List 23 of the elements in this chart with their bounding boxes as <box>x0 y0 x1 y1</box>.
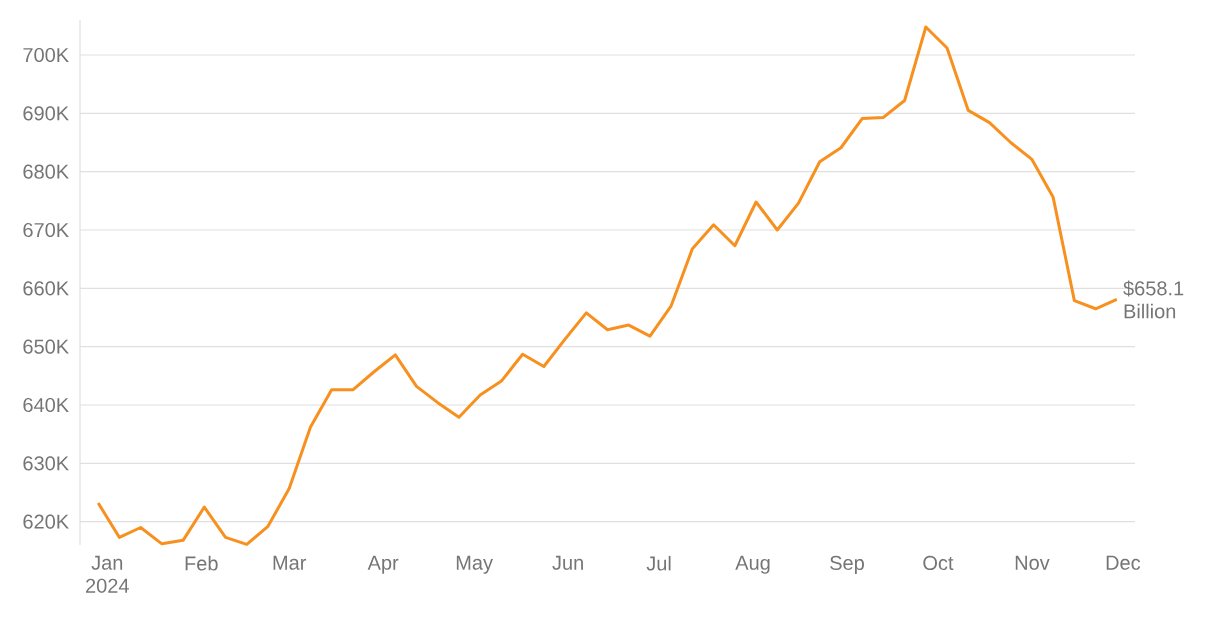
y-tick-label: 640K <box>23 397 69 413</box>
y-tick-label: 620K <box>23 514 69 529</box>
x-tick-label: Jun <box>552 555 583 570</box>
x-tick-label: Apr <box>367 555 399 574</box>
y-tick-label: 670K <box>23 222 69 238</box>
x-tick-label: Aug <box>735 555 770 574</box>
y-tick-label: 660K <box>23 281 69 296</box>
x-tick-label: Sep <box>830 555 864 574</box>
y-tick-label: 680K <box>23 164 69 179</box>
y-tick-label: 700K <box>23 47 69 63</box>
x-tick-label: Oct <box>923 555 954 571</box>
x-tick-label: Feb <box>185 555 218 571</box>
line-series <box>96 25 1119 546</box>
x-tick-label: Mar <box>273 555 307 570</box>
annotation: $658.1 Billion <box>1123 280 1184 319</box>
x-tick-label: Jul <box>646 555 671 571</box>
y-tick-label: 690K <box>23 106 69 121</box>
x-tick-label: Dec <box>1106 555 1141 570</box>
y-tick-label: 630K <box>23 456 69 471</box>
y-tick-label: 650K <box>23 339 69 354</box>
x-tick-label: Jan 2024 <box>86 555 129 593</box>
x-tick-label: Nov <box>1015 555 1050 570</box>
x-tick-label: May <box>456 555 493 574</box>
